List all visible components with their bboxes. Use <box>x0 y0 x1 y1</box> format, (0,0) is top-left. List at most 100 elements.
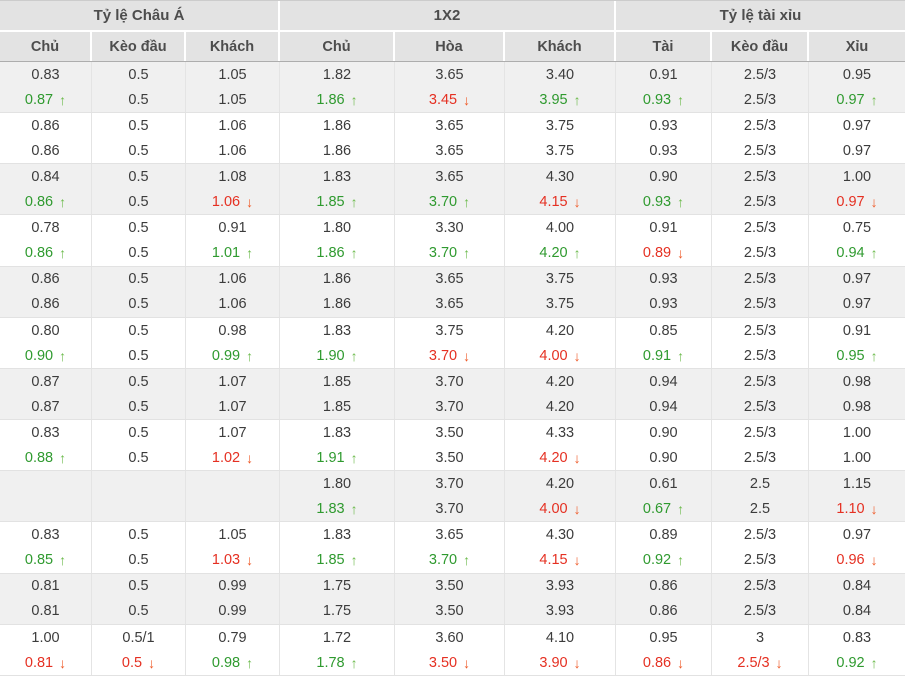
odds-value: 0.5 <box>128 603 149 620</box>
odds-cell: 3.50 <box>395 573 505 600</box>
odds-value: 1.83 <box>322 169 352 186</box>
odds-value: 1.75 <box>322 603 352 620</box>
odds-cell: 2.5/3 <box>712 317 809 344</box>
odds-value: 2.5/3 <box>743 398 777 415</box>
odds-cell: 0.86 <box>0 113 92 139</box>
odds-cell: 0.5 ↓ <box>92 650 186 675</box>
odds-value: 0.93 <box>649 117 678 134</box>
odds-value: 0.97 <box>842 143 872 160</box>
odds-cell: 3.30 <box>395 215 505 242</box>
odds-value: 0.99 <box>211 347 241 364</box>
odds-value: 0.97 <box>842 296 872 313</box>
odds-cell: 2.5/3 <box>712 241 809 266</box>
odds-cell: 0.97 <box>809 139 905 164</box>
down-arrow-icon: ↓ <box>573 552 581 569</box>
column-header-1x2-draw: Hòa <box>395 32 505 61</box>
table-row: 0.88 ↑ 0.5 1.02 ↓ 1.91 ↑ 3.50 4.20 ↓ 0.90 2.5/3 1.00 <box>0 445 905 472</box>
odds-cell: 3.95 ↑ <box>505 87 616 113</box>
odds-value: 3.75 <box>545 117 575 134</box>
odds-value: 4.20 <box>539 245 568 262</box>
odds-value: 4.00 <box>539 347 568 364</box>
odds-value: 0.86 <box>31 271 60 288</box>
odds-value: 3.65 <box>435 169 464 186</box>
down-arrow-icon: ↓ <box>463 347 471 364</box>
odds-cell: 0.5 <box>92 368 186 395</box>
odds-value: 2.5/3 <box>743 143 777 160</box>
odds-value: 0.5 <box>128 373 149 390</box>
odds-value: 3.70 <box>428 347 458 364</box>
odds-cell: 0.94 <box>616 394 712 420</box>
odds-cell: 0.86 <box>0 266 92 293</box>
odds-cell: 0.93 ↑ <box>616 189 712 215</box>
odds-value: 0.97 <box>842 527 872 544</box>
odds-value: 1.86 <box>316 245 345 262</box>
odds-value: 0.98 <box>211 654 241 671</box>
odds-cell: 0.93 <box>616 266 712 293</box>
up-arrow-icon: ↑ <box>246 347 254 364</box>
odds-cell: 1.83 ↑ <box>280 496 395 522</box>
odds-value: 0.5 <box>128 449 149 466</box>
table-row: 0.86 0.5 1.06 1.86 3.65 3.75 0.93 2.5/3 0.97 <box>0 138 905 165</box>
odds-value: 1.03 <box>211 552 241 569</box>
odds-value: 1.01 <box>211 245 241 262</box>
odds-value: 3.75 <box>545 271 575 288</box>
odds-value: 3.65 <box>435 296 464 313</box>
odds-cell: 0.85 ↑ <box>0 547 92 573</box>
table-row: 0.87 ↑ 0.5 1.05 1.86 ↑ 3.45 ↓ 3.95 ↑ 0.93 ↑ 2.5/3 0.9… <box>0 87 905 114</box>
odds-cell: 0.97 <box>809 267 905 293</box>
up-arrow-icon: ↑ <box>677 501 685 518</box>
odds-value: 1.75 <box>322 578 352 595</box>
odds-value: 0.5 <box>128 117 149 134</box>
odds-cell: 0.91 <box>809 318 905 344</box>
up-arrow-icon: ↑ <box>59 91 67 108</box>
odds-value: 1.72 <box>322 629 352 646</box>
odds-value: 3.40 <box>545 66 575 83</box>
odds-value: 0.86 <box>24 245 54 262</box>
odds-cell: 4.30 <box>505 164 616 190</box>
odds-value: 3.70 <box>435 476 464 493</box>
odds-value: 1.86 <box>322 143 352 160</box>
odds-cell: 3.65 <box>395 62 505 88</box>
odds-cell: 2.5/3 <box>712 62 809 88</box>
up-arrow-icon: ↑ <box>677 552 685 569</box>
column-header-asian-home: Chủ <box>0 32 92 61</box>
odds-value: 0.99 <box>218 578 247 595</box>
odds-cell: 0.93 ↑ <box>616 87 712 113</box>
odds-value: 0.86 <box>31 296 60 313</box>
odds-cell: 2.5/3 <box>712 547 809 573</box>
odds-value: 3.50 <box>428 654 458 671</box>
odds-value: 0.5 <box>121 654 143 671</box>
odds-value: 4.30 <box>545 527 575 544</box>
odds-value: 0.96 <box>836 552 865 569</box>
odds-value: 0.85 <box>24 552 54 569</box>
odds-cell: 0.91 <box>616 215 712 242</box>
odds-cell: 2.5/3 <box>712 189 809 215</box>
odds-cell <box>0 471 92 497</box>
odds-cell: 4.00 ↓ <box>505 496 616 522</box>
column-header-over: Tài <box>616 32 712 61</box>
up-arrow-icon: ↑ <box>350 194 358 211</box>
odds-value: 0.94 <box>836 245 865 262</box>
odds-cell: 0.5 <box>92 292 186 317</box>
odds-cell: 4.20 <box>505 394 616 420</box>
odds-value: 0.86 <box>642 654 672 671</box>
odds-value: 0.5 <box>128 398 149 415</box>
odds-cell: 1.06 ↓ <box>186 189 280 215</box>
odds-value: 3.75 <box>435 322 464 339</box>
odds-cell: 1.85 <box>280 394 395 420</box>
odds-value: 1.06 <box>218 117 247 134</box>
odds-cell: 1.83 <box>280 317 395 344</box>
odds-cell: 0.91 <box>616 62 712 88</box>
odds-cell: 0.84 <box>809 599 905 624</box>
odds-value: 0.93 <box>649 143 678 160</box>
odds-cell: 1.86 ↑ <box>280 241 395 266</box>
odds-cell: 1.02 ↓ <box>186 445 280 471</box>
odds-cell: 3.60 <box>395 624 505 651</box>
table-row: 0.86 0.5 1.06 1.86 3.65 3.75 0.93 2.5/3 0.97 <box>0 266 905 293</box>
odds-cell: 0.5 <box>92 266 186 293</box>
odds-value: 0.83 <box>31 424 60 441</box>
odds-value: 1.83 <box>316 501 345 518</box>
odds-cell: 0.92 ↑ <box>616 547 712 573</box>
odds-value: 1.05 <box>218 91 247 108</box>
odds-value: 0.5 <box>128 66 149 83</box>
